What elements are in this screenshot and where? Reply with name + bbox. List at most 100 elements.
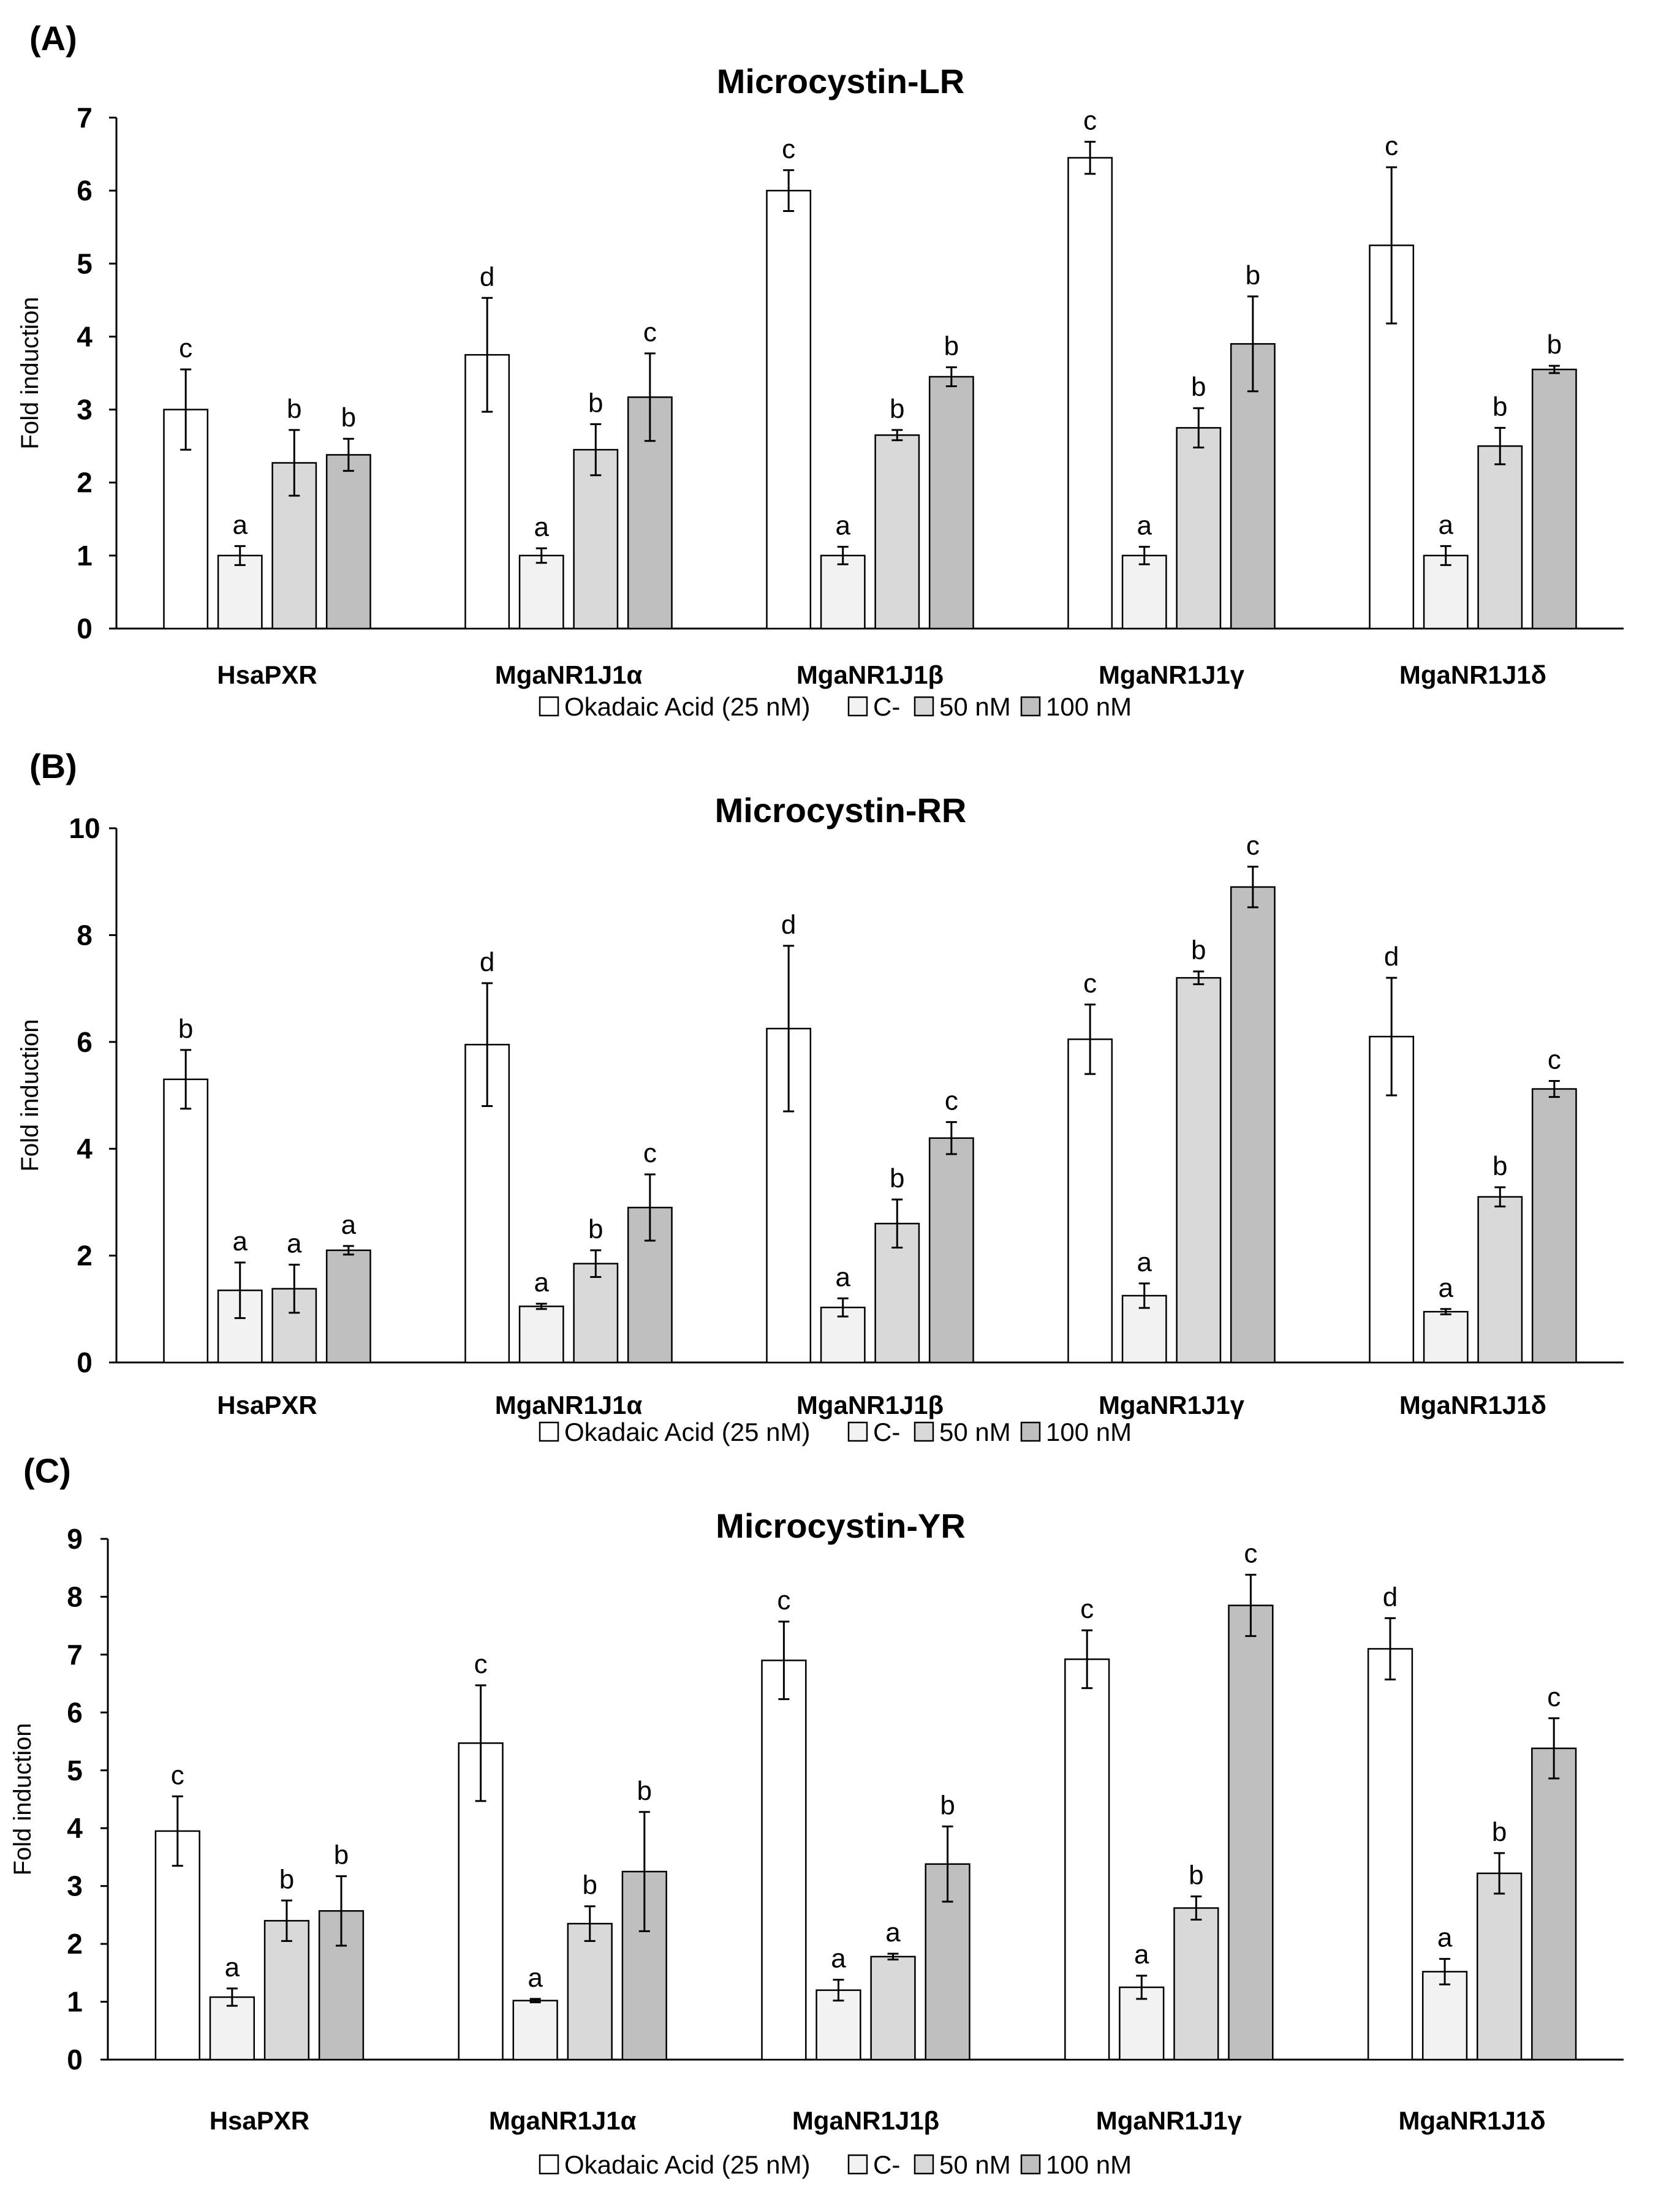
bar-nm50	[874, 434, 920, 630]
significance-label: b	[279, 1864, 294, 1894]
legend-label: Okadaic Acid (25 nM)	[564, 692, 811, 721]
significance-label: c	[1080, 1594, 1094, 1624]
bar-okadaic	[1367, 1648, 1413, 2061]
legend-label: 100 nM	[1046, 692, 1132, 721]
legend-label: 100 nM	[1046, 1418, 1132, 1446]
significance-label: b	[1246, 260, 1260, 290]
y-tick-label: 0	[77, 1347, 93, 1378]
x-tick-label: HsaPXR	[217, 1391, 317, 1419]
y-tick-label: 8	[77, 919, 93, 951]
bar-control	[1423, 554, 1469, 630]
x-tick-label: MgaNR1J1γ	[1099, 1391, 1245, 1419]
significance-label: b	[1493, 391, 1507, 421]
legend-label: Okadaic Acid (25 nM)	[564, 1418, 811, 1446]
significance-label: b	[582, 1870, 597, 1900]
y-tick-label: 8	[67, 1581, 83, 1612]
bar-nm50	[573, 448, 619, 630]
y-tick-label: 3	[77, 394, 93, 426]
chart-panel-2: (B) Microcystin-RR 0 2 4 6 8 10 Fold induction Hs…	[17, 747, 1624, 1446]
y-tick-label: 6	[77, 175, 93, 206]
significance-label: b	[178, 1014, 193, 1044]
legend-swatch-okadaic	[539, 2154, 559, 2175]
bar-nm100	[325, 454, 371, 630]
bar-nm100	[1531, 1747, 1577, 2061]
bar-control	[209, 1996, 255, 2061]
bar-okadaic	[766, 1027, 812, 1364]
chart-title: Microcystin-LR	[717, 62, 965, 100]
bar-nm100	[1531, 368, 1577, 630]
significance-label: b	[588, 1214, 603, 1244]
significance-label: b	[588, 388, 603, 418]
significance-label: c	[777, 1585, 790, 1615]
bar-nm100	[1531, 1088, 1577, 1364]
chart-title: Microcystin-RR	[715, 791, 967, 829]
bar-nm50	[1176, 977, 1222, 1364]
significance-label: d	[781, 910, 796, 940]
legend-swatch-nm100	[1020, 1421, 1041, 1442]
significance-label: c	[782, 134, 795, 164]
significance-label: b	[341, 402, 356, 433]
y-tick-label: 4	[77, 320, 93, 352]
bar-okadaic	[1067, 157, 1113, 630]
significance-label: c	[474, 1649, 488, 1679]
x-tick-label: HsaPXR	[210, 2106, 309, 2135]
x-tick-label: MgaNR1J1α	[489, 2106, 637, 2135]
significance-label: a	[528, 1963, 543, 1993]
bar-nm50	[573, 1263, 619, 1364]
legend: Okadaic Acid (25 nM) C- 50 nM 100 nM	[539, 692, 1132, 721]
significance-label: b	[890, 394, 904, 424]
y-tick-label: 5	[77, 247, 93, 279]
significance-label: d	[1383, 1582, 1398, 1612]
bar-control	[518, 1305, 564, 1364]
y-axis-label: Fold induction	[9, 1723, 36, 1875]
significance-label: b	[1492, 1817, 1507, 1847]
x-tick-label: MgaNR1J1α	[495, 660, 643, 689]
legend-swatch-nm50	[914, 1421, 934, 1442]
bar-nm100	[928, 376, 974, 630]
bar-nm100	[1230, 886, 1276, 1364]
panel-label: (C)	[23, 1451, 71, 1490]
significance-label: a	[287, 1228, 302, 1258]
x-tick-label: MgaNR1J1δ	[1399, 660, 1546, 689]
significance-label: a	[1438, 1273, 1453, 1303]
significance-label: a	[1137, 511, 1152, 541]
significance-label: b	[944, 331, 959, 361]
bar-control	[820, 554, 866, 630]
significance-label: c	[1246, 831, 1260, 861]
legend-swatch-okadaic	[539, 1421, 559, 1442]
bar-control	[1121, 554, 1167, 630]
bar-control	[1421, 1971, 1468, 2061]
bar-okadaic	[163, 1078, 209, 1364]
y-tick-label: 4	[67, 1812, 83, 1844]
bar-okadaic	[766, 189, 812, 630]
panel-label: (B)	[29, 747, 77, 785]
significance-label: d	[480, 947, 494, 977]
y-tick-label: 7	[67, 1639, 83, 1671]
bar-control	[512, 2000, 558, 2061]
legend-swatch-okadaic	[539, 696, 559, 717]
bar-nm100	[1228, 1604, 1274, 2061]
significance-label: b	[1191, 935, 1206, 965]
legend-label: C-	[873, 692, 900, 721]
y-tick-label: 3	[67, 1870, 83, 1902]
chart-panel-3: (C) Microcystin-YR 0 1 2 3 4 5 6 7 8 9 Fold inductio…	[9, 1451, 1624, 2179]
legend-swatch-control	[847, 2154, 868, 2175]
bar-nm50	[1477, 1872, 1523, 2061]
bar-okadaic	[154, 1830, 200, 2061]
significance-label: a	[885, 1917, 901, 1948]
chart-panel-1: (A) Microcystin-LR 0 1 2 3 4 5 6 7 Fold induction H…	[17, 19, 1624, 721]
bar-nm50	[1173, 1907, 1219, 2061]
y-tick-label: 9	[67, 1523, 83, 1555]
y-tick-label: 1	[67, 1986, 83, 2018]
significance-label: a	[1134, 1940, 1149, 1970]
legend-label: 50 nM	[939, 1418, 1011, 1446]
significance-label: d	[480, 262, 494, 292]
x-tick-label: MgaNR1J1γ	[1099, 660, 1245, 689]
x-tick-label: MgaNR1J1β	[796, 660, 944, 689]
legend-swatch-nm50	[914, 696, 934, 717]
legend: Okadaic Acid (25 nM) C- 50 nM 100 nM	[539, 1418, 1132, 1446]
panel-label: (A)	[29, 19, 77, 58]
significance-label: b	[1493, 1151, 1507, 1181]
legend-label: 50 nM	[939, 2150, 1011, 2179]
